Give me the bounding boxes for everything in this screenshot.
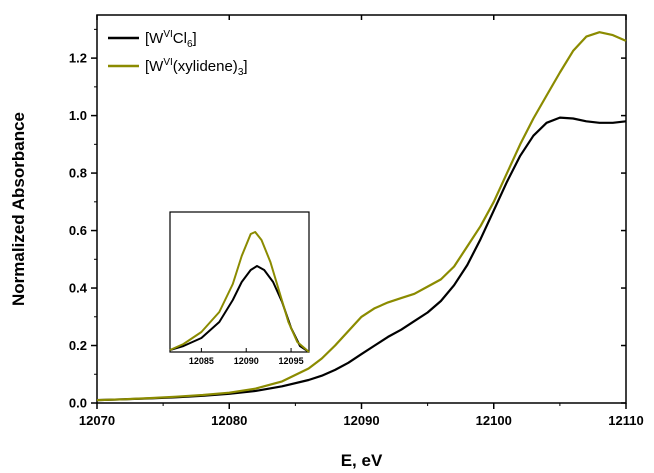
legend-label-1: [WVI(xylidene)3] [145,57,248,78]
x-tick-label: 12100 [476,413,512,428]
legend-label-part: [W [145,58,164,75]
legend-label-sup: VI [163,29,172,40]
x-tick-label: 12080 [211,413,247,428]
inset-plot: 12085 12090 12095 [169,211,310,366]
x-tick-label: 12090 [343,413,379,428]
inset-x-tick-label: 12085 [189,356,214,366]
y-tick-label: 1.2 [69,51,87,66]
x-tick-label: 12110 [608,413,643,428]
inset-x-tick-label: 12090 [234,356,259,366]
series-line-0 [96,116,627,402]
y-tick-label: 1.0 [69,108,87,123]
x-axis-title: E, eV [341,451,383,470]
legend-label-part: (xylidene) [173,58,238,75]
legend-label-part: [W [145,30,164,47]
y-axis-title: Normalized Absorbance [9,112,28,306]
inset-frame [169,211,310,353]
legend-label-0: [WVICl6] [145,29,197,50]
legend-label-sub: 6 [187,39,193,50]
legend-label-sub: 3 [238,67,244,78]
legend-label-part: Cl [173,30,187,47]
legend-label-part: ] [243,58,247,75]
x-tick-label: 12070 [79,413,115,428]
y-tick-label: 0.4 [69,281,88,296]
y-tick-label: 0.6 [69,223,87,238]
legend-label-sup: VI [163,57,172,68]
y-tick-label: 0.2 [69,338,87,353]
legend-label-part: ] [193,30,197,47]
inset-series-line-1 [169,231,310,353]
y-tick-label: 0.8 [69,166,87,181]
y-tick-label: 0.0 [69,396,87,411]
main-plot: 12070 12080 12090 12100 12110 0.0 0.2 0.4 0.6 0.8… [9,14,644,470]
inset-x-tick-label: 12095 [279,356,304,366]
series-line-1 [96,31,627,402]
